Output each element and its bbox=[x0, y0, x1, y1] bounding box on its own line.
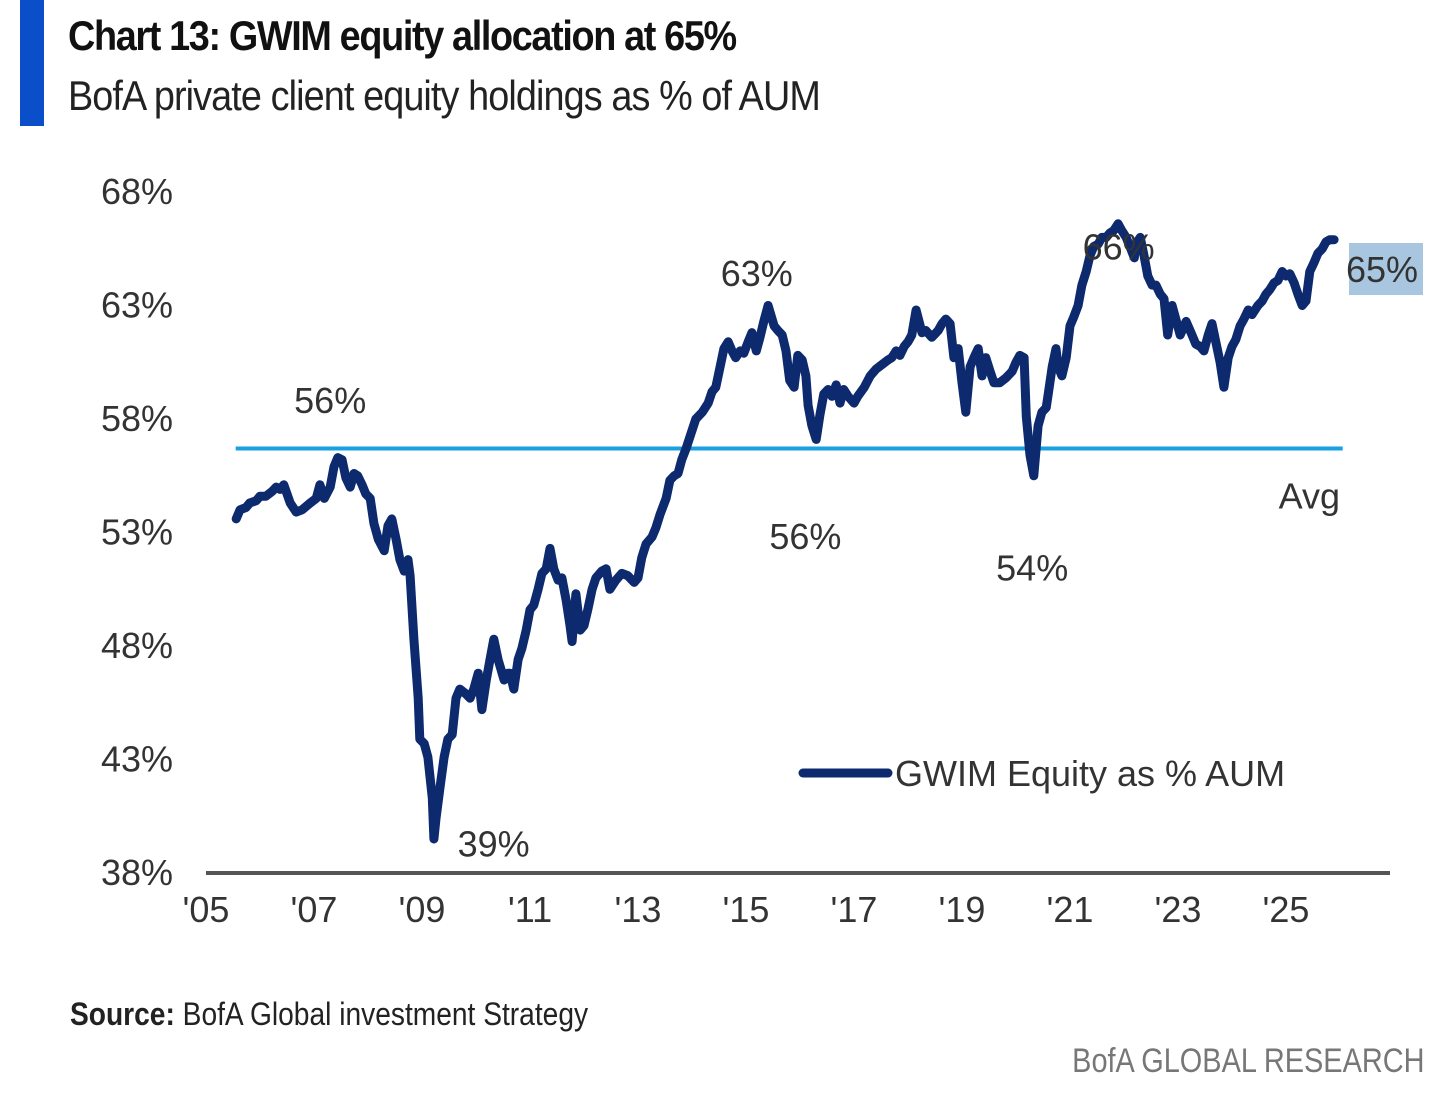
x-tick-label: '21 bbox=[1047, 889, 1094, 930]
brand-label: BofA GLOBAL RESEARCH bbox=[1071, 1042, 1424, 1080]
legend: GWIM Equity as % AUM bbox=[798, 753, 1285, 794]
x-tick-label: '07 bbox=[291, 889, 338, 930]
x-tick-label: '23 bbox=[1155, 889, 1202, 930]
source-text: BofA Global investment Strategy bbox=[174, 996, 589, 1032]
legend-label: GWIM Equity as % AUM bbox=[895, 753, 1285, 794]
latest-value-label: 65% bbox=[1346, 249, 1418, 290]
x-tick-label: '11 bbox=[508, 889, 552, 930]
title-accent-bar bbox=[20, 0, 44, 126]
data-label: 54% bbox=[996, 547, 1068, 588]
source-note: Source: BofA Global investment Strategy bbox=[70, 996, 588, 1033]
y-tick-label: 48% bbox=[101, 625, 173, 666]
data-label: 56% bbox=[294, 380, 366, 421]
x-axis: '05 '07 '09 '11 '13 '15 '17 '19 '21 '23 '25 bbox=[183, 889, 1310, 930]
y-tick-label: 43% bbox=[101, 739, 173, 780]
annotations: 56% 39% 63% 56% 54% 66% 65% bbox=[294, 226, 1423, 864]
series-line-gwim-equity bbox=[231, 219, 1339, 844]
x-tick-label: '15 bbox=[723, 889, 770, 930]
x-tick-label: '19 bbox=[939, 889, 986, 930]
data-label: 56% bbox=[769, 516, 841, 557]
average-label: Avg bbox=[1279, 476, 1340, 517]
y-tick-label: 53% bbox=[101, 512, 173, 553]
x-tick-label: '25 bbox=[1263, 889, 1310, 930]
chart-title: Chart 13: GWIM equity allocation at 65% bbox=[68, 12, 737, 59]
data-label: 66% bbox=[1083, 226, 1155, 267]
x-tick-label: '17 bbox=[831, 889, 878, 930]
x-tick-label: '05 bbox=[183, 889, 230, 930]
y-axis: 38% 43% 48% 53% 58% 63% 68% bbox=[101, 171, 173, 893]
y-tick-label: 38% bbox=[101, 852, 173, 893]
y-tick-label: 63% bbox=[101, 285, 173, 326]
y-tick-label: 68% bbox=[101, 171, 173, 212]
y-tick-label: 58% bbox=[101, 398, 173, 439]
latest-value-highlight bbox=[1349, 243, 1423, 295]
chart-subtitle: BofA private client equity holdings as %… bbox=[68, 72, 821, 119]
x-tick-label: '13 bbox=[615, 889, 662, 930]
data-label: 39% bbox=[458, 823, 530, 864]
data-label: 63% bbox=[721, 253, 793, 294]
x-tick-label: '09 bbox=[399, 889, 446, 930]
source-label: Source: bbox=[70, 996, 175, 1032]
